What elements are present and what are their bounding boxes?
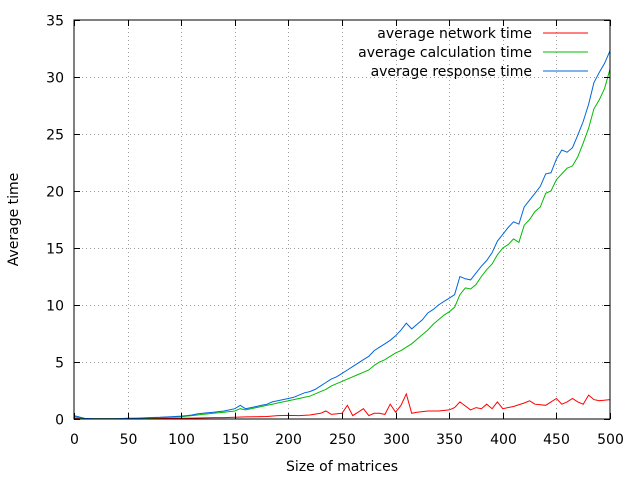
x-tick-label: 200 (275, 432, 302, 448)
x-tick-label: 50 (120, 432, 138, 448)
y-tick-label: 30 (46, 71, 64, 87)
x-tick-label: 300 (383, 432, 410, 448)
legend-label: average response time (371, 64, 532, 80)
y-tick-label: 5 (55, 356, 64, 372)
x-tick-label: 450 (543, 432, 570, 448)
x-tick-label: 100 (168, 432, 195, 448)
y-axis-label: Average time (6, 173, 22, 267)
axis-ticks (74, 20, 611, 420)
y-tick-label: 0 (55, 413, 64, 429)
tick-labels: 0 50 100 150 200 250 300 350 400 450 500 0 5 10 15 20 25… (46, 14, 624, 449)
x-tick-label: 400 (490, 432, 517, 448)
x-tick-label: 350 (436, 432, 463, 448)
y-tick-label: 10 (46, 299, 64, 315)
x-axis-label: Size of matrices (286, 459, 398, 475)
x-tick-label: 250 (329, 432, 356, 448)
legend: average network time average calculation … (358, 26, 588, 80)
series-line-1 (73, 392, 611, 420)
y-tick-label: 20 (46, 185, 64, 201)
x-tick-label: 0 (70, 432, 79, 448)
legend-label: average calculation time (358, 45, 532, 61)
legend-label: average network time (377, 26, 532, 42)
x-tick-label: 500 (597, 432, 624, 448)
x-tick-label: 150 (222, 432, 249, 448)
y-tick-label: 35 (46, 14, 64, 30)
y-tick-label: 25 (46, 128, 64, 144)
series-line-3 (73, 50, 611, 420)
y-tick-label: 15 (46, 242, 64, 258)
series-line-2 (73, 68, 611, 420)
series-lines (73, 50, 611, 420)
